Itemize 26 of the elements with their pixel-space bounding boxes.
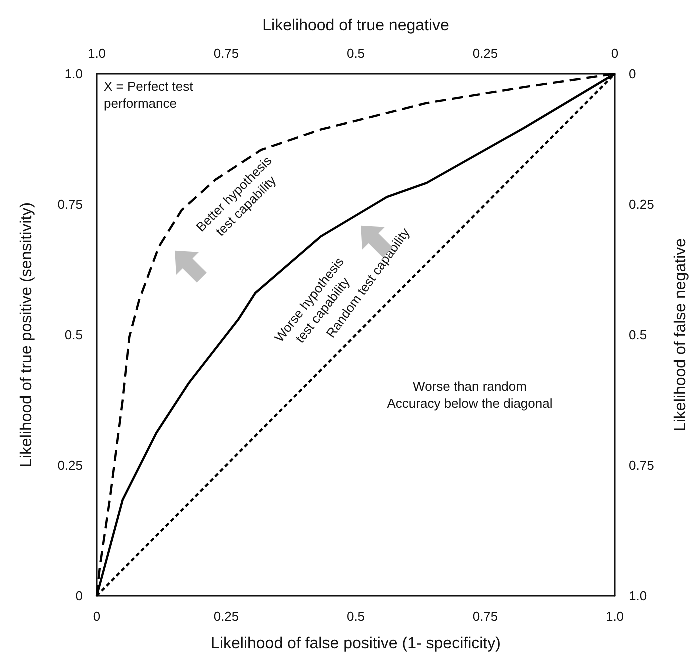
x-tick-label: 0 <box>93 609 101 624</box>
y-tick-label: 0.25 <box>58 458 83 473</box>
y2-tick-label: 0.5 <box>629 328 648 342</box>
x2-axis-title: Likelihood of true negative <box>262 18 450 34</box>
x-tick-label: 1.0 <box>606 609 624 624</box>
x2-tick-label: 0 <box>611 46 619 61</box>
y-tick-label: 0.5 <box>64 328 83 342</box>
y-tick-label: 1.0 <box>64 66 83 82</box>
x-tick-label: 0.25 <box>214 609 240 624</box>
y2-tick-label: 1.0 <box>629 588 648 604</box>
x-tick-label: 0.5 <box>346 609 366 624</box>
y-axis-title: Likelihood of true positive (sensitivity) <box>18 202 36 468</box>
x-tick-label: 0.75 <box>472 609 498 624</box>
x-axis-title: Likelihood of false positive (1- specificity) <box>211 636 501 652</box>
y2-axis-title: Likelihood of false negative <box>672 238 690 432</box>
y-tick-label: 0 <box>76 588 83 604</box>
annotation: X = Perfect test performance <box>104 79 194 111</box>
y2-tick-label: 0.75 <box>629 458 654 473</box>
y2-tick-label: 0 <box>629 66 636 82</box>
x2-tick-label: 0.5 <box>346 46 366 61</box>
y-tick-label: 0.75 <box>58 197 83 212</box>
y2-tick-label: 0.25 <box>629 197 654 212</box>
x2-tick-label: 1.0 <box>88 46 106 61</box>
x2-tick-label: 0.75 <box>214 46 240 61</box>
annotation: Worse than random Accuracy below the diagonal <box>387 379 553 411</box>
x2-tick-label: 0.25 <box>472 46 498 61</box>
